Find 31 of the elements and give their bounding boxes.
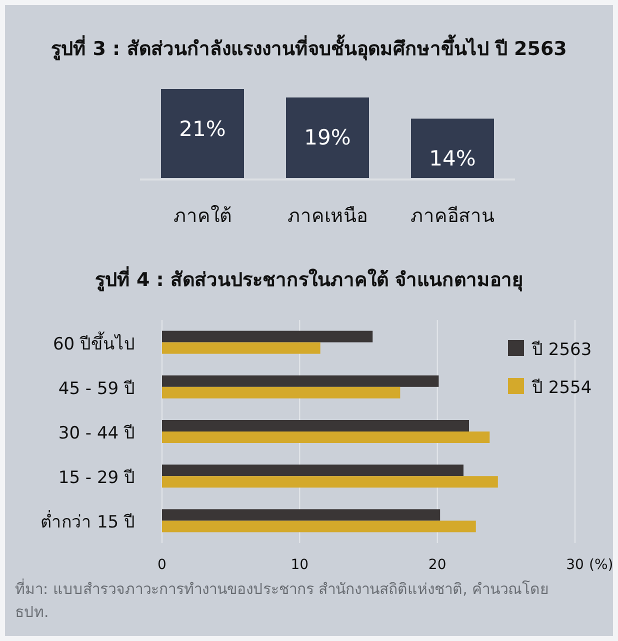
bar xyxy=(162,330,373,342)
bar xyxy=(162,386,400,398)
chart-title: รูปที่ 3 : สัดส่วนกำลังแรงงานที่จบชั้นอุดมศึกษาขึ้นไป ปี 2563 xyxy=(51,34,567,61)
x-tick-label: 0 xyxy=(158,557,166,573)
y-tick-label: 15 - 29 ปี xyxy=(58,468,135,488)
y-tick-label: ต่ำกว่า 15 ปี xyxy=(40,510,135,533)
x-tick-label: ภาคอีสาน xyxy=(410,205,494,227)
x-tick-label: ภาคใต้ xyxy=(174,205,232,227)
bar xyxy=(162,520,476,532)
text: ที่มา: แบบสำรวจภาวะการทำงานของประชากร สำนักงานสถิติแห่งชาติ, คำนวณโดย ธปท. xyxy=(15,578,550,623)
bar xyxy=(162,342,320,354)
y-tick-label: 60 ปีขึ้นไป xyxy=(52,331,135,354)
bar xyxy=(162,509,440,521)
x-tick-label: 10 xyxy=(290,557,309,573)
x-tick-label: 20 xyxy=(428,557,446,573)
data-label: 21% xyxy=(179,117,226,141)
x-tick-label: ภาคเหนือ xyxy=(288,205,368,227)
chart-title: รูปที่ 4 : สัดส่วนประชากรในภาคใต้ จำแนกตามอายุ xyxy=(94,266,524,292)
x-axis-title: (%) xyxy=(589,557,614,573)
bar xyxy=(162,476,498,488)
legend-label: ปี 2563 xyxy=(531,340,592,360)
data-label: 19% xyxy=(304,125,351,150)
bar xyxy=(162,420,469,432)
x-tick-label: 30 xyxy=(566,557,584,573)
bar xyxy=(162,375,439,387)
y-tick-label: 30 - 44 ปี xyxy=(58,424,135,444)
y-tick-label: 45 - 59 ปี xyxy=(58,378,135,399)
bar xyxy=(162,464,464,476)
data-label: 14% xyxy=(429,146,476,171)
bar xyxy=(162,432,490,443)
legend-label: ปี 2554 xyxy=(531,378,592,398)
